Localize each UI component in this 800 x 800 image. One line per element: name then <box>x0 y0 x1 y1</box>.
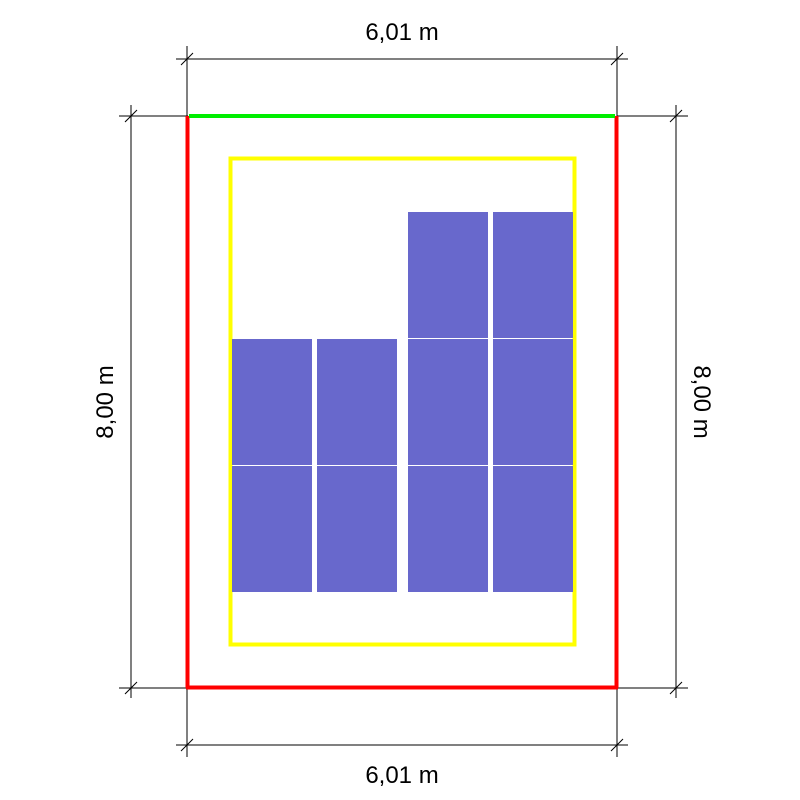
solar-panel <box>493 339 573 465</box>
setback-zone <box>228 156 577 647</box>
solar-panel <box>408 339 488 465</box>
solar-panel <box>232 339 312 465</box>
left-height-label: 8,00 m <box>92 365 119 438</box>
solar-panel <box>232 466 312 592</box>
solar-panel <box>493 212 573 338</box>
top-width-label: 6,01 m <box>365 19 438 46</box>
solar-panel <box>317 339 397 465</box>
solar-panel-array <box>232 212 573 592</box>
bottom-width-dimension: 6,01 m <box>176 688 628 789</box>
right-height-label: 8,00 m <box>688 365 715 438</box>
solar-panel <box>317 466 397 592</box>
roof-outline <box>185 114 619 690</box>
right-height-dimension: 8,00 m <box>617 105 715 698</box>
bottom-width-label: 6,01 m <box>365 762 438 789</box>
left-height-dimension: 8,00 m <box>92 105 188 698</box>
solar-panel <box>408 212 488 338</box>
top-width-dimension: 6,01 m <box>176 19 628 118</box>
solar-panel <box>408 466 488 592</box>
solar-panel <box>493 466 573 592</box>
